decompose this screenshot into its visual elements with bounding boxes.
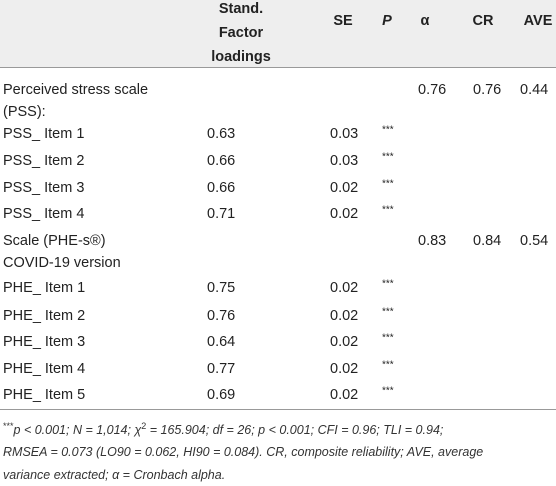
cell-value: 0.03 (330, 126, 359, 142)
cell-value: 0.02 (330, 361, 359, 377)
row-label: PHE_ Item 1 (3, 280, 86, 296)
significance: *** (382, 306, 394, 318)
cell-value: 0.84 (473, 233, 502, 249)
significance: *** (382, 332, 394, 344)
column-header: P (382, 13, 392, 29)
row-label: PHE_ Item 5 (3, 387, 86, 403)
cell-value: 0.77 (207, 361, 236, 377)
row-label: PSS_ Item 4 (3, 206, 85, 222)
cell-value: 0.02 (330, 334, 359, 350)
cell-value: 0.54 (520, 233, 549, 249)
significance: *** (382, 204, 394, 216)
row-label: PHE_ Item 2 (3, 308, 86, 324)
header-background (0, 0, 556, 67)
row-label: PHE_ Item 3 (3, 334, 86, 350)
row-label: PSS_ Item 2 (3, 153, 85, 169)
row-label: COVID-19 version (3, 255, 121, 271)
column-header: AVE (523, 13, 553, 29)
row-label: PHE_ Item 4 (3, 361, 86, 377)
cell-value: 0.66 (207, 180, 236, 196)
significance: *** (382, 278, 394, 290)
cell-value: 0.02 (330, 180, 359, 196)
row-label: Scale (PHE-s®) (3, 233, 106, 249)
cell-value: 0.76 (207, 308, 236, 324)
footnote-marker: *** (3, 421, 14, 431)
column-header: CR (472, 13, 494, 29)
footnote-line: RMSEA = 0.073 (LO90 = 0.062, HI90 = 0.08… (3, 445, 484, 459)
header-rule (0, 67, 556, 68)
column-header: α (420, 13, 430, 29)
column-header: Stand. Factor loadings (211, 1, 271, 65)
cell-value: 0.71 (207, 206, 236, 222)
cell-value: 0.75 (207, 280, 236, 296)
footnote-text: p < 0.001; N = 1,014; χ (13, 423, 142, 437)
cell-value: 0.83 (418, 233, 447, 249)
row-label: PSS_ Item 1 (3, 126, 85, 142)
cell-value: 0.76 (473, 82, 502, 98)
cell-value: 0.02 (330, 308, 359, 324)
significance: *** (382, 151, 394, 163)
cell-value: 0.66 (207, 153, 236, 169)
row-label: (PSS): (3, 104, 46, 120)
significance: *** (382, 359, 394, 371)
footnote-line: variance extracted; α = Cronbach alpha. (3, 468, 226, 482)
row-label: PSS_ Item 3 (3, 180, 85, 196)
footnote-sup: 2 (141, 421, 147, 431)
cell-value: 0.63 (207, 126, 236, 142)
footnote-text: = 165.904; df = 26; p < 0.001; CFI = 0.9… (146, 423, 444, 437)
footer-rule (0, 409, 556, 410)
footnote-line: ***p < 0.001; N = 1,014; χ2 = 165.904; d… (3, 421, 443, 437)
significance: *** (382, 385, 394, 397)
column-header: SE (333, 13, 353, 29)
cell-value: 0.76 (418, 82, 447, 98)
cell-value: 0.44 (520, 82, 549, 98)
significance: *** (382, 124, 394, 136)
cell-value: 0.02 (330, 206, 359, 222)
row-label: Perceived stress scale (3, 82, 149, 98)
cell-value: 0.64 (207, 334, 236, 350)
significance: *** (382, 178, 394, 190)
cell-value: 0.02 (330, 387, 359, 403)
cell-value: 0.03 (330, 153, 359, 169)
cell-value: 0.02 (330, 280, 359, 296)
cell-value: 0.69 (207, 387, 236, 403)
